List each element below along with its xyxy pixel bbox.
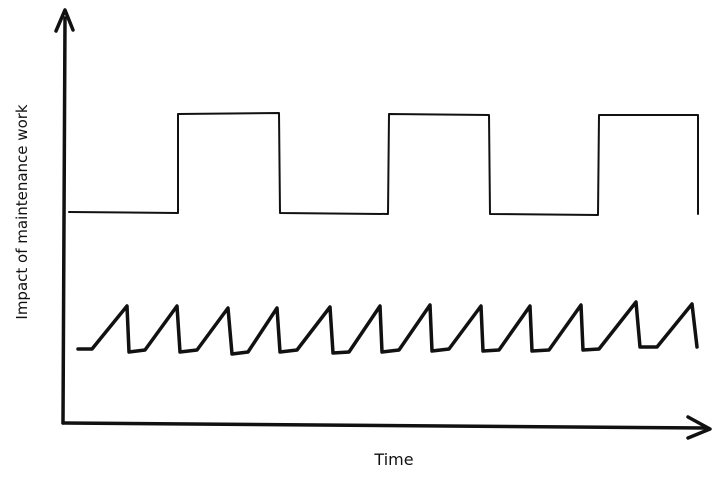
y-axis-line: [61, 16, 67, 425]
x-axis-label: Time: [373, 450, 413, 469]
y-axis-arrowhead: [54, 8, 75, 33]
x-axis-arrowhead: [686, 415, 712, 440]
y-axis-label: Impact of maintenance work: [13, 104, 31, 320]
sawtooth-wave-series: [76, 300, 699, 356]
x-axis-line: [61, 421, 708, 430]
square-wave-series: [68, 112, 699, 216]
